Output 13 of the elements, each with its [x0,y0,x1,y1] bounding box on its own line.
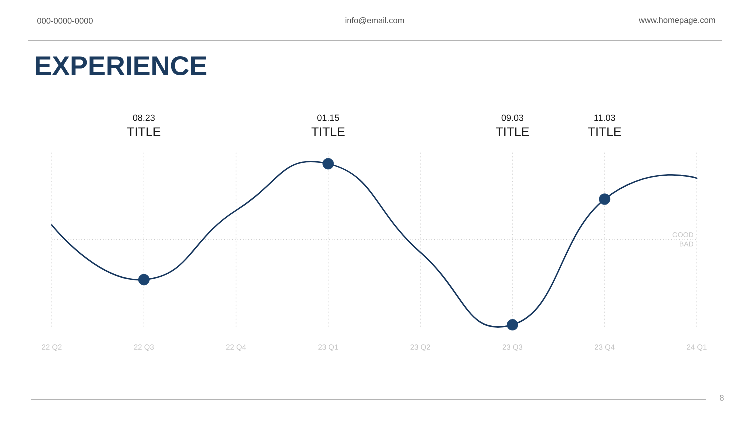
text: info@email.com [346,17,404,25]
text: TITLE [588,128,622,136]
text: 09.03 [502,114,524,122]
text: 8 [720,395,724,401]
text: www.homepage.com [639,17,716,25]
text: 08.23 [133,114,155,122]
text: TITLE [127,128,161,136]
text: TITLE [496,128,530,136]
text: 11.03 [594,114,616,122]
text: TITLE [312,128,345,136]
text: 01.15 [318,114,340,122]
text: 000-0000-0000 [38,18,93,24]
chart-title: EXPERIENCE [36,56,207,76]
